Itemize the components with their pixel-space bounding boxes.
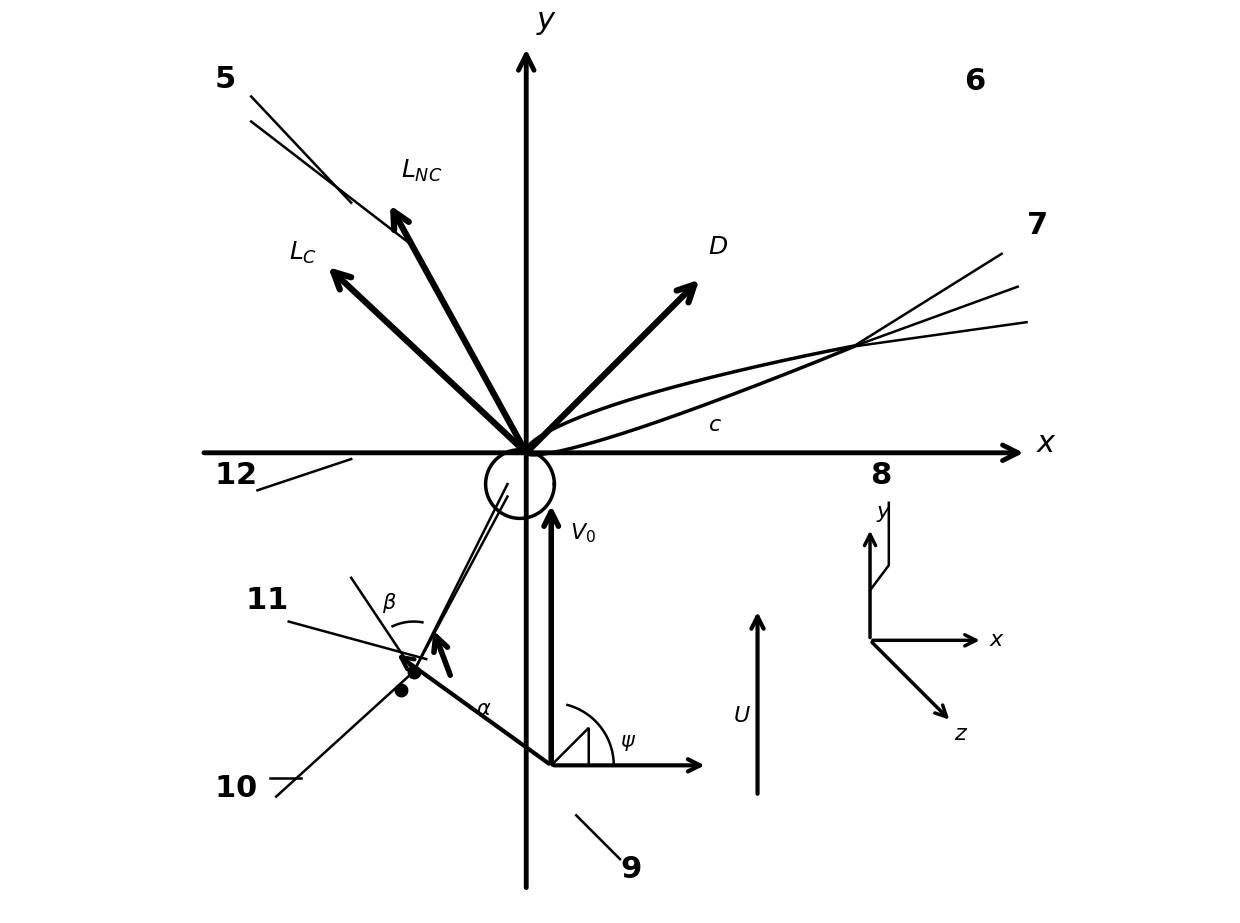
Text: $\mathbf{10}$: $\mathbf{10}$: [213, 773, 257, 803]
Text: $\it{U}$: $\it{U}$: [733, 704, 751, 726]
Text: $\mathbf{8}$: $\mathbf{8}$: [870, 462, 892, 490]
Text: $\it{y}$: $\it{y}$: [536, 6, 557, 37]
Text: $\mathbf{9}$: $\mathbf{9}$: [620, 855, 641, 884]
Text: $\mathbf{11}$: $\mathbf{11}$: [246, 586, 288, 615]
Text: $\it{c}$: $\it{c}$: [708, 414, 723, 436]
Text: $\mathbf{6}$: $\mathbf{6}$: [963, 67, 986, 96]
Text: $\it{x}$: $\it{x}$: [1035, 428, 1056, 459]
Text: $\mathbf{7}$: $\mathbf{7}$: [1027, 211, 1047, 240]
Text: $\it{z}$: $\it{z}$: [955, 724, 968, 746]
Text: $\it{\psi}$: $\it{\psi}$: [620, 733, 636, 752]
Text: $\it{D}$: $\it{D}$: [708, 235, 728, 259]
Text: $\mathbf{12}$: $\mathbf{12}$: [213, 462, 255, 490]
Text: $\it{L}_{NC}$: $\it{L}_{NC}$: [402, 158, 443, 184]
Text: $\mathbf{5}$: $\mathbf{5}$: [213, 66, 234, 94]
Text: $\it{\beta}$: $\it{\beta}$: [382, 591, 397, 615]
Text: $\it{x}$: $\it{x}$: [988, 629, 1004, 652]
Text: $\it{y}$: $\it{y}$: [877, 502, 893, 524]
Text: $\it{\alpha}$: $\it{\alpha}$: [476, 700, 492, 719]
Text: $\it{L}_C$: $\it{L}_C$: [289, 240, 316, 266]
Text: $\it{V_0}$: $\it{V_0}$: [570, 521, 596, 545]
